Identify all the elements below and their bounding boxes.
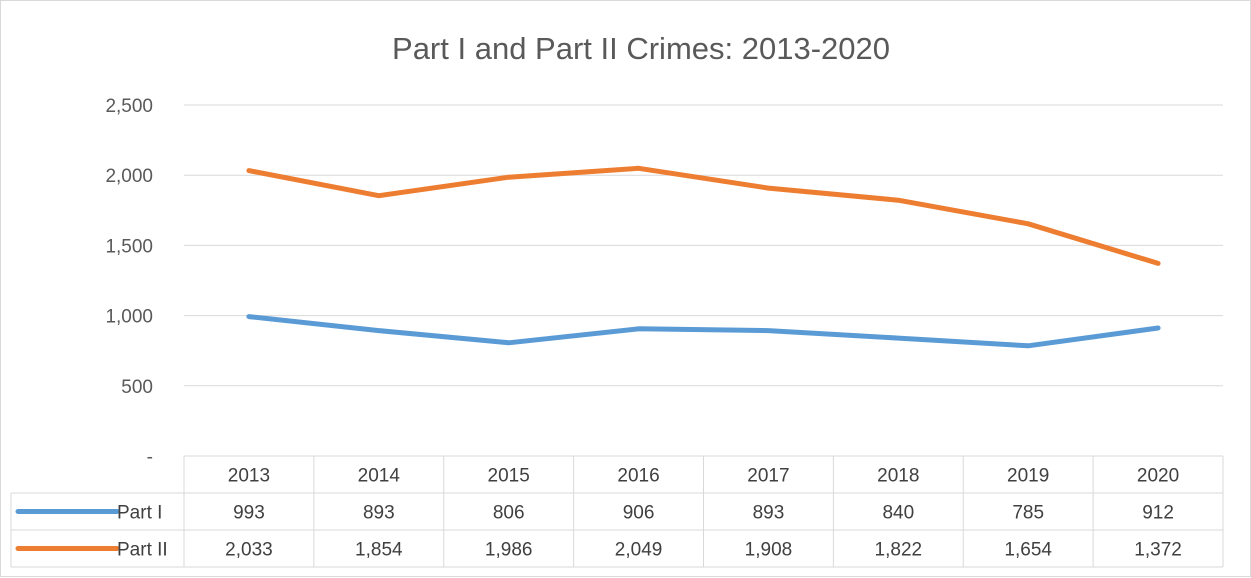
data-table-value: 1,822	[875, 540, 923, 561]
y-tick-label: 500	[121, 377, 153, 398]
legend-label: Part I	[117, 503, 162, 524]
data-table-value: 1,654	[1004, 540, 1052, 561]
y-axis: - 500 1,000 1,500 2,000 2,500	[105, 96, 153, 468]
series-lines	[249, 168, 1158, 346]
data-table-value: 906	[623, 503, 655, 524]
data-table-value: 840	[882, 503, 914, 524]
data-table-value: 2,049	[615, 540, 663, 561]
data-table: 2013 2014 2015 2016 2017 2018 2019 2020 Part I 99…	[11, 456, 1223, 567]
x-category-label: 2017	[747, 466, 789, 487]
x-category-label: 2019	[1007, 466, 1049, 487]
gridlines	[184, 105, 1223, 386]
y-tick-label: 2,000	[105, 166, 153, 187]
data-table-value: 785	[1012, 503, 1044, 524]
data-table-value: 2,033	[225, 540, 273, 561]
x-category-label: 2015	[488, 466, 530, 487]
x-category-label: 2014	[358, 466, 401, 487]
y-tick-label: 1,500	[105, 236, 153, 257]
data-table-value: 993	[233, 503, 265, 524]
legend-label: Part II	[117, 540, 168, 561]
data-table-value: 1,854	[355, 540, 403, 561]
x-category-label: 2020	[1137, 466, 1179, 487]
x-category-label: 2016	[617, 466, 659, 487]
data-table-value: 912	[1142, 503, 1174, 524]
y-tick-label: 2,500	[105, 96, 153, 117]
chart-title: Part I and Part II Crimes: 2013-2020	[392, 31, 890, 66]
x-category-label: 2013	[228, 466, 270, 487]
series-line-1	[249, 317, 1158, 346]
y-tick-label: -	[147, 447, 153, 468]
data-table-value: 1,986	[485, 540, 533, 561]
y-tick-label: 1,000	[105, 307, 153, 328]
data-table-value: 893	[363, 503, 395, 524]
data-table-value: 893	[753, 503, 785, 524]
x-category-label: 2018	[877, 466, 919, 487]
data-table-value: 1,372	[1134, 540, 1182, 561]
data-table-value: 1,908	[745, 540, 793, 561]
data-table-value: 806	[493, 503, 525, 524]
series-line-2	[249, 168, 1158, 263]
